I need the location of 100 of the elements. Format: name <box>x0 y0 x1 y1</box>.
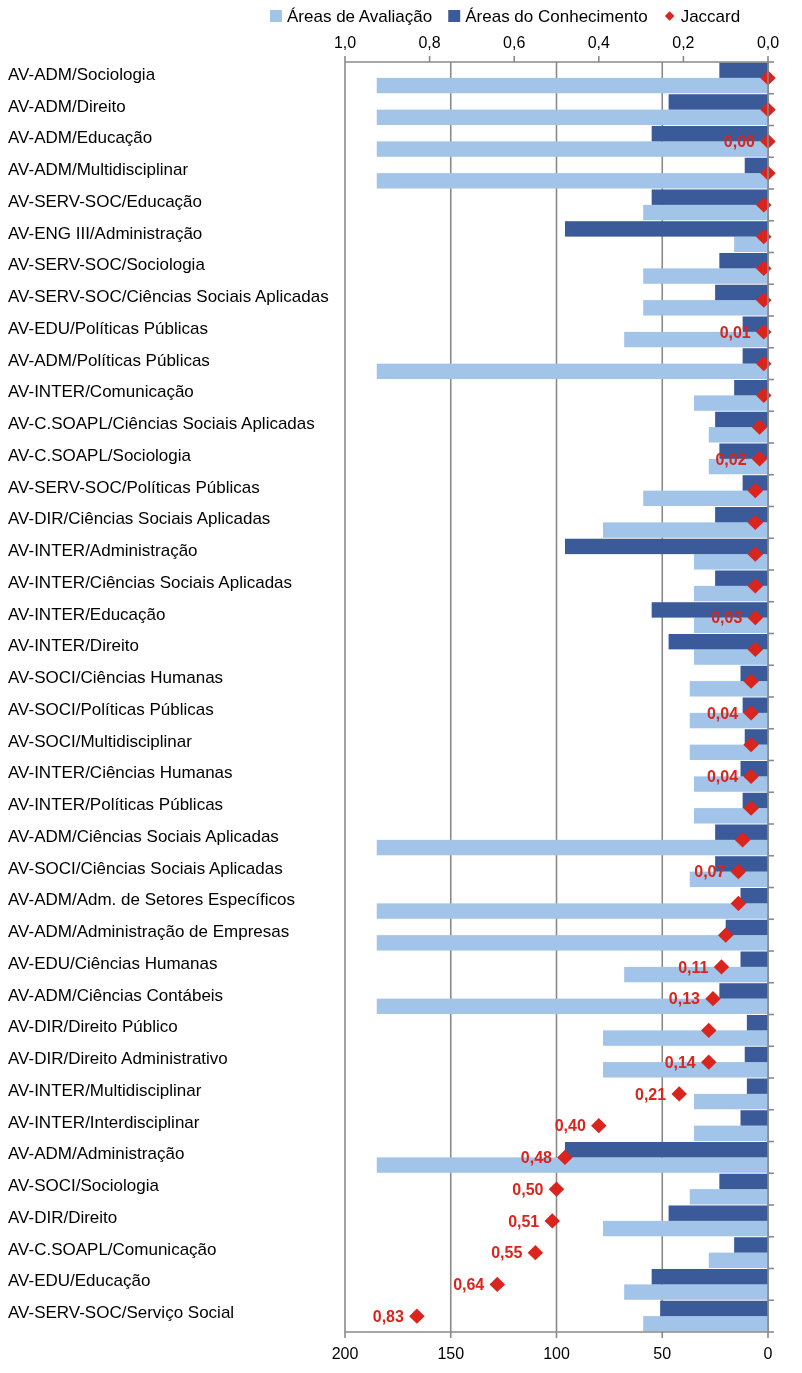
bar <box>734 1237 768 1253</box>
y-tick-label: AV-EDU/Ciências Humanas <box>8 953 218 973</box>
data-label: 0,51 <box>508 1212 540 1230</box>
y-tick-label: AV-C.SOAPL/Ciências Sociais Aplicadas <box>8 414 315 434</box>
bar <box>564 1141 768 1158</box>
point <box>751 451 768 467</box>
bar <box>668 633 768 650</box>
data-label: 0,83 <box>372 1307 405 1325</box>
y-tick-label: AV-ADM/Sociologia <box>8 65 156 84</box>
y-tick-label: AV-ADM/Multidisciplinar <box>8 160 189 180</box>
bar <box>603 522 768 538</box>
point <box>751 419 768 435</box>
x2-tick-label: 0,6 <box>503 34 526 51</box>
data-label: 0,04 <box>706 768 739 786</box>
bar <box>564 221 768 237</box>
bar <box>376 109 768 126</box>
x2-tick-label: 0,0 <box>756 34 780 51</box>
y-tick-label: AV-INTER/Multidisciplinar <box>8 1080 202 1100</box>
y-tick-label: AV-C.SOAPL/Sociologia <box>8 445 192 465</box>
x2-tick-label: 0,8 <box>418 34 441 51</box>
point <box>548 1181 565 1197</box>
data-label: 0,13 <box>668 990 701 1008</box>
data-label: 0,00 <box>723 133 756 151</box>
data-label: 0,07 <box>694 863 726 881</box>
y-tick-label: AV-ADM/Administração <box>8 1144 185 1164</box>
y-tick-label: AV-INTER/Direito <box>8 636 139 656</box>
bar <box>740 951 768 967</box>
point <box>747 578 764 594</box>
point <box>734 832 751 848</box>
bar <box>693 1125 768 1142</box>
data-label: 0,40 <box>554 1117 586 1135</box>
x-tick-label: 200 <box>331 1345 359 1362</box>
point <box>743 736 759 753</box>
bar <box>689 681 768 697</box>
bar <box>643 490 768 507</box>
y-tick-label: AV-SOCI/Sociologia <box>8 1176 160 1196</box>
y-tick-label: AV-SERV-SOC/Serviço Social <box>8 1303 235 1323</box>
y-tick-label: AV-SERV-SOC/Educação <box>8 191 203 211</box>
x-tick-label: 100 <box>543 1345 570 1362</box>
bar <box>693 1093 768 1110</box>
bar <box>740 887 768 904</box>
bar <box>376 77 768 94</box>
x-tick-label: 50 <box>653 1345 672 1362</box>
y-tick-label: AV-ADM/Políticas Públicas <box>8 350 210 370</box>
data-label: 0,64 <box>453 1276 485 1294</box>
bar <box>715 824 768 840</box>
bar <box>719 252 768 269</box>
bar <box>689 744 768 761</box>
y-tick-label: AV-EDU/Educação <box>8 1271 151 1291</box>
data-label: 0,01 <box>719 323 751 341</box>
point <box>747 482 764 499</box>
y-tick-label: AV-DIR/Direito Público <box>8 1017 178 1037</box>
y-tick-label: AV-DIR/Ciências Sociais Aplicadas <box>8 509 271 529</box>
point <box>717 927 734 943</box>
point <box>409 1308 425 1324</box>
point <box>705 990 721 1007</box>
bar <box>746 1014 768 1031</box>
x2-tick-label: 0,4 <box>587 34 611 51</box>
bar <box>603 1220 768 1237</box>
x2-tick-label: 0,2 <box>672 34 695 51</box>
y-tick-label: AV-SERV-SOC/Sociologia <box>8 255 206 275</box>
bar <box>376 363 768 380</box>
bar <box>740 1110 768 1126</box>
y-tick-label: AV-INTER/Comunicação <box>8 382 194 402</box>
point <box>701 1022 717 1039</box>
bar <box>708 1252 768 1269</box>
y-tick-label: AV-SERV-SOC/Ciências Sociais Aplicadas <box>8 287 329 307</box>
x2-tick-label: 1,0 <box>333 34 357 51</box>
bar <box>715 570 768 586</box>
bar <box>376 839 768 856</box>
bar <box>660 1300 768 1317</box>
bar <box>719 62 768 78</box>
legend-label: Áreas de Avaliação <box>287 7 433 26</box>
bar <box>376 173 768 189</box>
point <box>747 641 764 658</box>
x-tick-label: 0 <box>763 1345 773 1362</box>
point <box>713 959 730 975</box>
x-tick-label: 150 <box>437 1345 465 1362</box>
legend-label: Jaccard <box>680 7 741 26</box>
bar <box>693 395 768 411</box>
y-tick-label: AV-INTER/Políticas Públicas <box>8 795 224 815</box>
y-tick-label: AV-INTER/Ciências Humanas <box>8 763 233 783</box>
point <box>730 863 747 880</box>
bar <box>693 554 768 570</box>
y-tick-label: AV-C.SOAPL/Comunicação <box>8 1239 217 1259</box>
bar <box>376 903 768 919</box>
point <box>489 1276 506 1293</box>
bar <box>693 585 768 602</box>
data-label: 0,03 <box>711 609 743 627</box>
data-label: 0,55 <box>491 1244 523 1262</box>
bar <box>564 538 768 555</box>
point <box>701 1054 717 1070</box>
bar <box>725 919 768 936</box>
bar <box>376 935 768 951</box>
bar <box>693 649 768 665</box>
y-tick-label: AV-INTER/Educação <box>8 604 166 624</box>
bar <box>603 1030 768 1046</box>
y-tick-label: AV-SERV-SOC/Políticas Públicas <box>8 477 260 497</box>
point <box>671 1086 687 1102</box>
bar <box>643 300 768 316</box>
